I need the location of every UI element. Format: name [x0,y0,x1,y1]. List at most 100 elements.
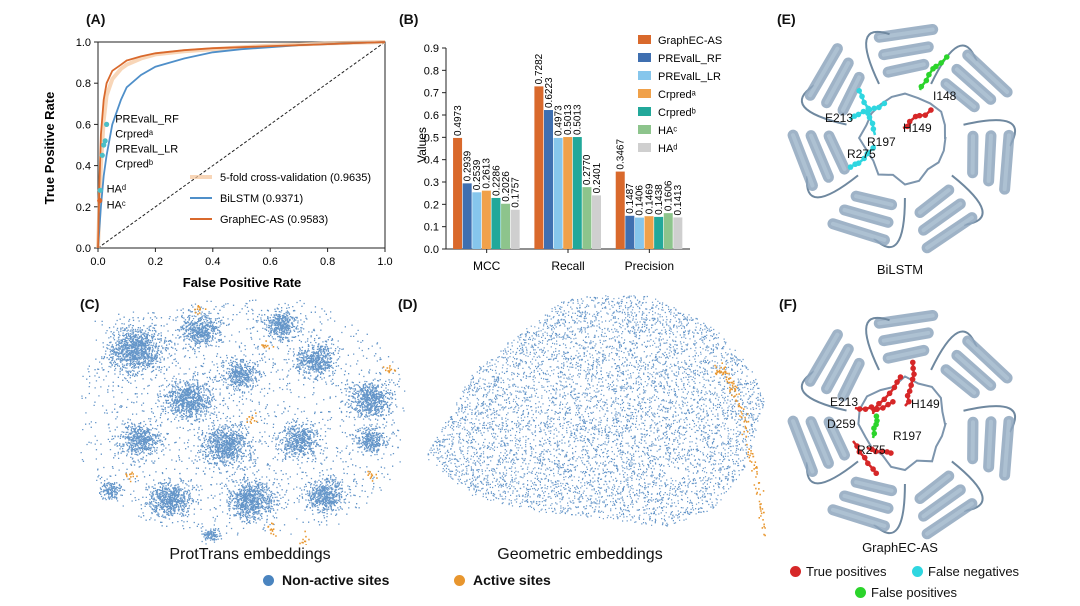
inner-coil [857,92,947,186]
graphec-caption: GraphEC-AS [862,540,938,555]
residue-label: R275 [847,147,876,161]
tsne-c-active-points [125,305,396,545]
tp-residue-atom [872,448,879,455]
nonactive-marker-icon [263,574,274,586]
beta-strand-highlight [944,367,977,395]
bar-ytick-label: 0.8 [424,65,439,77]
tp-residue-atom [873,470,880,477]
legend-nonactive-label: Non-active sites [282,572,390,588]
bar-ytick-label: 0.3 [424,177,439,189]
beta-strand-highlight [986,133,993,183]
tsne-d-nonactive-points [427,295,765,527]
bar [634,217,644,249]
fn-residue-atom [847,164,854,170]
roc-xtick-label: 0.8 [320,256,335,268]
bar [553,137,563,249]
bar [592,195,601,249]
beta-strand-highlight [854,480,894,493]
bar-value-label: 0.4973 [453,105,464,136]
residue-label: I148 [933,89,957,103]
fp-residue-atom [943,54,950,60]
fn-residue-atom [881,100,888,107]
bar-value-label: 0.2401 [592,162,603,193]
bar-chart: Values 0.0 0.1 0.2 0.3 0.4 0.5 0.6 0.7 0.8 0.9 0.4… [415,35,722,273]
bar [472,192,482,249]
roc-point-label: PREvalL_LR [115,143,178,155]
residue-label: R197 [893,429,922,443]
tsne-c-nonactive-points [80,299,406,545]
beta-strand-highlight [808,332,840,384]
beta-strand-highlight [840,361,862,399]
legend-false-negatives: False negatives [912,564,1019,579]
bar-value-label: 0.5013 [573,104,584,135]
bar-legend-label: Crpredᵃ [658,89,697,101]
fp-residue-atom [873,413,880,420]
bar-ytick-label: 0.7 [424,88,439,100]
beta-strand-highlight [886,348,926,361]
beta-strand-highlight [824,61,851,105]
roc-diagonal [97,41,386,249]
legend-false-positives: False positives [855,585,957,600]
fp-marker-icon [855,587,866,598]
structure-graphec: E213 H149 D259 R197 R275 [787,309,1016,540]
bar [544,110,553,249]
bilstm-caption: BiLSTM [876,262,924,277]
tsne-c-points [80,299,406,545]
residue-label: R275 [857,443,886,457]
legend-active: Active sites [454,572,551,588]
residue-label: E213 [825,111,853,125]
residue-label: D259 [827,417,856,431]
beta-strand-highlight [809,419,831,466]
bar [481,190,491,249]
bar-value-label: 0.2770 [582,154,593,185]
beta-strand-highlight [827,134,847,172]
bar-ytick-label: 0.0 [424,244,439,256]
roc-frame [97,41,386,249]
beta-strand-highlight [808,46,840,98]
roc-point [102,138,108,144]
roc-point [97,198,103,204]
panel-label-c: (C) [80,296,100,312]
beta-strand-highlight [954,67,993,102]
roc-point-label: HAᵈ [107,183,126,195]
roc-chart: True Positive Rate False Positive Rate 0… [42,37,393,290]
legend-tp-label: True positives [806,564,887,579]
panel-label-a: (A) [86,11,106,27]
beta-strand-highlight [842,493,891,511]
beta-strand-highlight [791,133,815,188]
active-marker-icon [454,574,465,586]
residue-label: E213 [830,395,858,409]
beta-strand-highlight [877,313,935,326]
roc-ytick-label: 0.0 [76,243,91,255]
legend-true-positives: True positives [790,564,886,579]
roc-xtick-label: 1.0 [377,256,392,268]
bar-ytick-label: 0.1 [424,222,439,234]
beta-strand-highlight [854,194,894,207]
roc-point [97,187,103,193]
roc-xtick-label: 0.6 [263,256,278,268]
legend-active-label: Active sites [473,572,551,588]
bar [453,137,463,249]
roc-ytick-label: 0.6 [76,119,91,131]
beta-strand-highlight [877,27,935,40]
bar-legend-label: PREvalL_LR [658,71,721,83]
beta-strand-highlight [830,221,887,242]
loop [865,30,890,85]
legend-fn-label: False negatives [928,564,1020,579]
prottrans-caption: ProtTrans embeddings [169,546,331,563]
fn-marker-icon [912,566,923,577]
roc-point-label: PREvalL_RF [115,113,179,125]
beta-strand-highlight [809,133,831,180]
bar-value-label: 0.1606 [664,180,675,211]
roc-ytick-label: 1.0 [76,37,91,49]
bar-legend-label: Crpredᵇ [658,107,696,119]
bar-value-label: 0.7282 [534,53,545,84]
bar [644,216,654,249]
bar [510,209,520,249]
roc-ylabel: True Positive Rate [42,92,57,205]
bar-value-label: 0.6223 [544,77,555,108]
bar-value-label: 0.1469 [644,183,655,214]
bar-value-label: 0.2026 [501,171,512,202]
roc-point [101,142,107,148]
